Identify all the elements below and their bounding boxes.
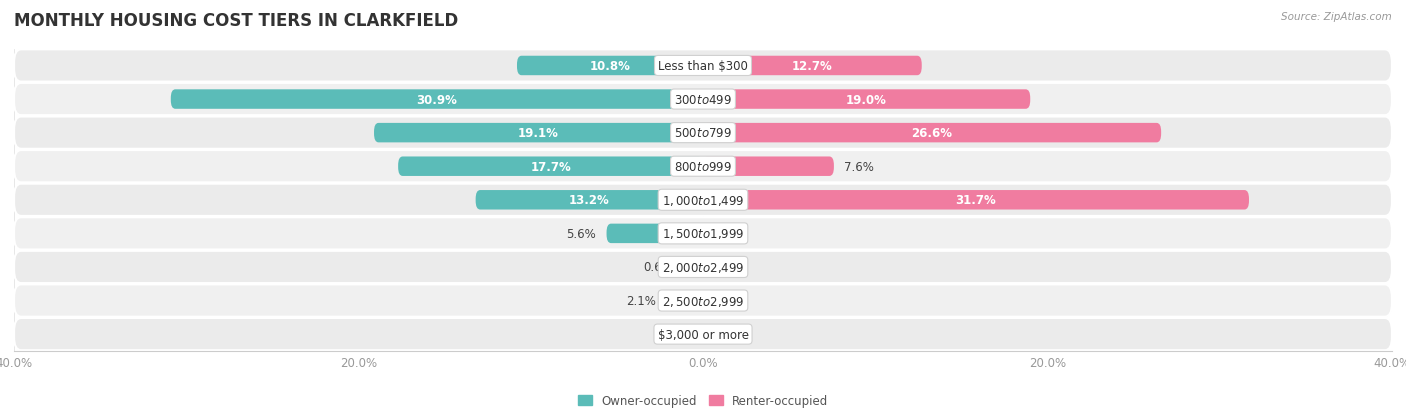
Text: $3,000 or more: $3,000 or more bbox=[658, 328, 748, 341]
Text: $1,500 to $1,999: $1,500 to $1,999 bbox=[662, 227, 744, 241]
FancyBboxPatch shape bbox=[14, 50, 1392, 82]
Text: 12.7%: 12.7% bbox=[792, 60, 832, 73]
FancyBboxPatch shape bbox=[703, 90, 1031, 109]
Text: 7.6%: 7.6% bbox=[844, 160, 875, 173]
FancyBboxPatch shape bbox=[703, 57, 922, 76]
Text: 0.0%: 0.0% bbox=[664, 328, 693, 341]
Text: $500 to $799: $500 to $799 bbox=[673, 127, 733, 140]
Text: 0.0%: 0.0% bbox=[713, 261, 742, 274]
FancyBboxPatch shape bbox=[374, 123, 703, 143]
FancyBboxPatch shape bbox=[666, 291, 703, 311]
FancyBboxPatch shape bbox=[606, 224, 703, 244]
FancyBboxPatch shape bbox=[170, 90, 703, 109]
Text: 17.7%: 17.7% bbox=[530, 160, 571, 173]
Text: 0.0%: 0.0% bbox=[713, 328, 742, 341]
Text: 0.0%: 0.0% bbox=[713, 294, 742, 307]
FancyBboxPatch shape bbox=[14, 218, 1392, 250]
Text: 5.6%: 5.6% bbox=[567, 227, 596, 240]
Text: 31.7%: 31.7% bbox=[956, 194, 997, 207]
FancyBboxPatch shape bbox=[475, 190, 703, 210]
Text: 19.0%: 19.0% bbox=[846, 93, 887, 106]
Text: 0.0%: 0.0% bbox=[713, 227, 742, 240]
Text: 26.6%: 26.6% bbox=[911, 127, 953, 140]
Text: 0.69%: 0.69% bbox=[644, 261, 681, 274]
Text: $800 to $999: $800 to $999 bbox=[673, 160, 733, 173]
Text: 19.1%: 19.1% bbox=[517, 127, 560, 140]
FancyBboxPatch shape bbox=[517, 57, 703, 76]
FancyBboxPatch shape bbox=[14, 251, 1392, 283]
FancyBboxPatch shape bbox=[14, 151, 1392, 183]
FancyBboxPatch shape bbox=[14, 318, 1392, 350]
Text: Source: ZipAtlas.com: Source: ZipAtlas.com bbox=[1281, 12, 1392, 22]
Text: 13.2%: 13.2% bbox=[569, 194, 610, 207]
Text: $2,500 to $2,999: $2,500 to $2,999 bbox=[662, 294, 744, 308]
FancyBboxPatch shape bbox=[14, 84, 1392, 116]
FancyBboxPatch shape bbox=[703, 157, 834, 176]
Text: 30.9%: 30.9% bbox=[416, 93, 457, 106]
FancyBboxPatch shape bbox=[14, 117, 1392, 150]
Text: $1,000 to $1,499: $1,000 to $1,499 bbox=[662, 193, 744, 207]
Text: $300 to $499: $300 to $499 bbox=[673, 93, 733, 106]
FancyBboxPatch shape bbox=[703, 190, 1249, 210]
Text: Less than $300: Less than $300 bbox=[658, 60, 748, 73]
Text: 10.8%: 10.8% bbox=[589, 60, 630, 73]
FancyBboxPatch shape bbox=[692, 258, 703, 277]
Text: $2,000 to $2,499: $2,000 to $2,499 bbox=[662, 260, 744, 274]
FancyBboxPatch shape bbox=[703, 123, 1161, 143]
Text: 2.1%: 2.1% bbox=[627, 294, 657, 307]
Legend: Owner-occupied, Renter-occupied: Owner-occupied, Renter-occupied bbox=[572, 389, 834, 411]
FancyBboxPatch shape bbox=[398, 157, 703, 176]
FancyBboxPatch shape bbox=[14, 184, 1392, 216]
FancyBboxPatch shape bbox=[14, 285, 1392, 317]
Text: MONTHLY HOUSING COST TIERS IN CLARKFIELD: MONTHLY HOUSING COST TIERS IN CLARKFIELD bbox=[14, 12, 458, 30]
